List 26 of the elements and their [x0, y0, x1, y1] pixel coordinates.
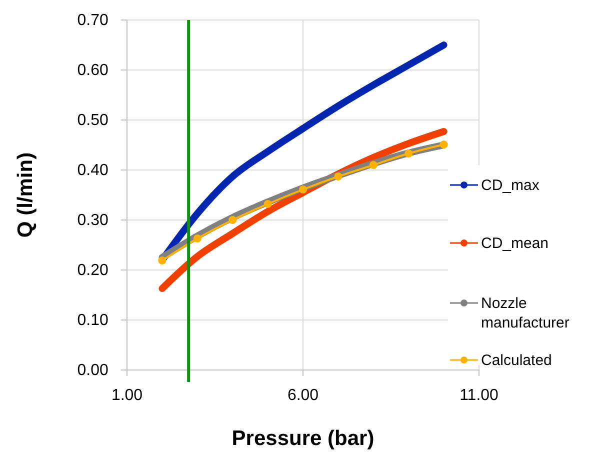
point	[440, 140, 448, 148]
x-tick-label: 11.00	[460, 386, 499, 404]
point	[193, 234, 202, 242]
legend-label: CD_mean	[481, 235, 549, 252]
x-axis-title: Pressure (bar)	[232, 427, 374, 450]
y-tick-label: 0.50	[77, 112, 108, 130]
point	[158, 256, 166, 264]
point	[404, 150, 413, 158]
y-tick-label: 0.10	[77, 312, 108, 330]
legend-label: CD_max	[481, 177, 540, 194]
y-axis-title: Q (l/min)	[14, 152, 37, 238]
legend-label: Nozzle manufacturer	[481, 295, 570, 332]
y-tick-label: 0.00	[77, 362, 108, 380]
point	[299, 186, 307, 194]
point	[228, 216, 237, 224]
y-tick-label: 0.40	[77, 162, 108, 180]
y-tick-label: 0.20	[77, 262, 108, 280]
point	[334, 172, 342, 180]
point	[264, 200, 272, 208]
y-tick-label: 0.70	[77, 12, 108, 30]
x-tick-label: 6.00	[287, 386, 319, 404]
point	[369, 161, 378, 169]
y-tick-label: 0.30	[77, 212, 108, 230]
y-tick-label: 0.60	[77, 62, 108, 80]
x-tick-label: 1.00	[111, 386, 143, 404]
legend-label: Calculated	[481, 352, 552, 369]
